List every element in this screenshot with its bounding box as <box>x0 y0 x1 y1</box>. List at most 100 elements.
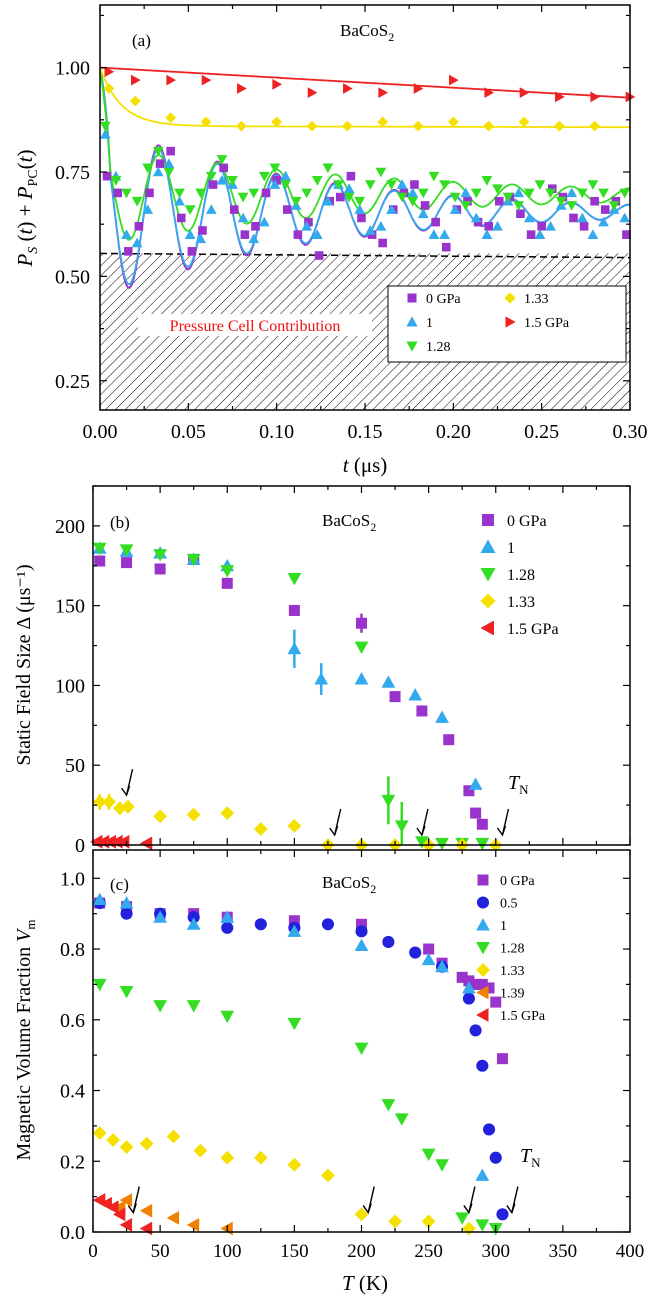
data-point <box>235 120 247 132</box>
panel-b: 0 50 100 150 200 (b) BaCoS2 Static Field Size Δ… <box>13 485 631 857</box>
data-point <box>92 1126 107 1140</box>
data-point <box>343 83 353 94</box>
data-point <box>492 220 503 231</box>
x-tick-label: 400 <box>616 1241 645 1262</box>
x-tick-label: 0.05 <box>171 421 206 443</box>
data-point <box>489 1151 502 1164</box>
data-point <box>456 971 468 983</box>
y-axis-label: Static Field Size Δ (μs⁻¹) <box>13 564 35 765</box>
data-point <box>258 171 270 182</box>
data-point <box>343 192 355 203</box>
data-point <box>534 180 546 190</box>
data-point <box>119 1218 133 1232</box>
x-axis-label: t (μs) <box>343 453 388 477</box>
data-point <box>187 247 197 256</box>
transition-arrow <box>506 1186 519 1215</box>
data-point <box>186 807 201 822</box>
data-point <box>364 225 376 235</box>
data-point <box>355 925 368 938</box>
data-point <box>354 1042 369 1055</box>
legend-label: 1.28 <box>426 340 451 355</box>
data-point <box>413 83 424 94</box>
data-point <box>407 196 419 207</box>
data-point <box>526 230 536 239</box>
data-point <box>103 83 115 94</box>
panel-label: (a) <box>132 31 151 50</box>
legend-marker <box>482 514 494 526</box>
fit-curve <box>100 67 630 241</box>
data-point <box>145 188 154 198</box>
fit-curve <box>100 67 630 286</box>
data-point <box>375 167 387 178</box>
data-point <box>110 176 122 186</box>
transition-arrow <box>496 808 510 837</box>
data-point <box>287 818 302 833</box>
legend-marker <box>407 293 417 303</box>
y-tick-label: 0.8 <box>60 939 85 961</box>
data-point <box>287 1157 302 1172</box>
data-point <box>439 180 450 190</box>
panel-label: (c) <box>110 875 129 894</box>
data-point <box>240 230 250 239</box>
data-point <box>435 959 449 973</box>
legend-marker <box>505 316 516 328</box>
data-point <box>142 204 154 214</box>
fit-curve <box>100 67 630 129</box>
data-point <box>163 158 175 168</box>
data-point <box>195 233 207 244</box>
data-point <box>216 155 228 165</box>
data-point <box>378 238 387 248</box>
data-point <box>106 1200 119 1215</box>
y-tick-label: 1.0 <box>60 868 85 890</box>
data-point <box>576 212 588 223</box>
data-point <box>463 785 475 797</box>
data-point <box>460 201 472 211</box>
data-point <box>496 1208 509 1221</box>
y-tick-label: 0.50 <box>55 266 90 288</box>
data-point <box>482 1123 496 1136</box>
legend-label: 1 <box>500 919 507 934</box>
data-point <box>435 837 449 851</box>
data-point <box>282 205 292 214</box>
data-point <box>386 180 397 190</box>
legend-label: 0 GPa <box>507 513 547 530</box>
data-point <box>165 112 177 124</box>
data-point <box>153 910 167 923</box>
data-point <box>490 996 502 1008</box>
y-axis-label: PS (t) + PPC(t) <box>13 149 41 267</box>
data-point <box>193 1143 208 1158</box>
data-point <box>443 734 455 746</box>
data-point <box>102 795 116 809</box>
data-point <box>271 116 283 128</box>
data-point <box>381 794 396 808</box>
data-point <box>307 87 318 99</box>
data-point <box>386 204 397 214</box>
data-point <box>412 120 424 132</box>
transition-arrow <box>329 808 342 837</box>
data-point <box>396 179 408 189</box>
data-point <box>420 201 430 210</box>
x-tick-label: 0.10 <box>259 421 294 443</box>
data-point <box>343 183 355 194</box>
data-point <box>449 192 461 203</box>
data-point <box>513 201 525 211</box>
data-point <box>119 896 134 909</box>
data-point <box>481 176 493 186</box>
data-point <box>555 91 565 103</box>
data-point <box>481 229 493 239</box>
data-point <box>460 187 472 198</box>
data-point <box>389 691 401 703</box>
data-point <box>407 187 419 198</box>
data-point <box>142 163 154 174</box>
tn-label: TN <box>520 1145 541 1170</box>
data-point <box>590 91 601 103</box>
legend-label: 1.33 <box>507 594 535 611</box>
x-axis-label: T (K) <box>342 1271 388 1295</box>
data-point <box>314 672 329 685</box>
data-point <box>155 159 165 168</box>
data-point <box>220 565 235 578</box>
data-point <box>354 204 366 214</box>
data-point <box>354 196 366 207</box>
data-point <box>378 87 389 99</box>
